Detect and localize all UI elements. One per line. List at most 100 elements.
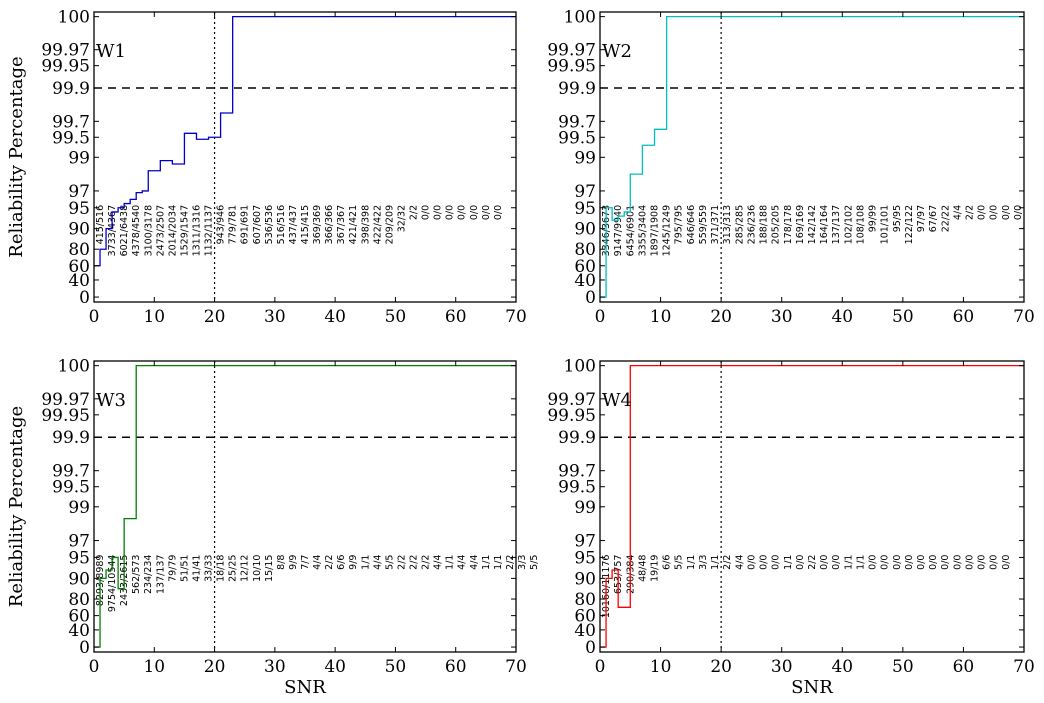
- count-label: 0/0: [977, 205, 988, 220]
- count-label: 285/285: [734, 205, 745, 244]
- count-label: 209/209: [384, 205, 395, 244]
- count-label: 142/142: [807, 205, 818, 244]
- panel-label: W4: [602, 390, 632, 411]
- count-label: 3355/3404: [637, 205, 648, 257]
- y-tick-label: 60: [68, 607, 90, 627]
- count-label: 0/0: [989, 555, 1000, 570]
- count-label: 691/691: [240, 205, 251, 244]
- count-label: 4/4: [457, 555, 468, 570]
- plot-frame: [599, 11, 1025, 303]
- count-label: 1/1: [445, 555, 456, 570]
- panel-label: W1: [96, 41, 126, 62]
- count-label: 2/2: [421, 555, 432, 570]
- x-tick-label: 10: [650, 657, 672, 677]
- count-label: 4/4: [734, 555, 745, 570]
- y-tick-label: 97: [574, 532, 596, 552]
- count-label: 369/369: [312, 205, 323, 244]
- count-label: 234/234: [143, 555, 154, 594]
- count-label: 0/0: [952, 555, 963, 570]
- x-tick-label: 50: [385, 307, 407, 327]
- count-label: 41/41: [191, 555, 202, 582]
- y-tick-label: 99: [68, 498, 90, 518]
- x-tick-label: 0: [595, 657, 606, 677]
- series-line: [600, 365, 1024, 648]
- y-tick-label: 100: [58, 8, 90, 28]
- y-tick-label: 40: [574, 621, 596, 641]
- count-label: 1/1: [686, 555, 697, 570]
- count-label: 3733/4367: [107, 205, 118, 257]
- count-label: 421/421: [348, 205, 359, 244]
- y-tick-label: 99: [574, 498, 596, 518]
- count-label: 205/205: [771, 205, 782, 244]
- y-tick-label: 95: [574, 199, 596, 219]
- count-label: 415/415: [300, 205, 311, 244]
- y-tick-label: 0: [585, 288, 596, 308]
- x-tick-label: 50: [385, 657, 407, 677]
- count-label: 0/0: [421, 205, 432, 220]
- x-tick-label: 40: [831, 307, 853, 327]
- count-label: 15/15: [264, 555, 275, 582]
- count-label: 1311/1316: [191, 205, 202, 257]
- count-label: 1245/1249: [662, 205, 673, 257]
- count-label: 137/137: [831, 205, 842, 244]
- count-label: 3100/3178: [143, 205, 154, 257]
- count-label: 313/313: [722, 205, 733, 244]
- y-tick-label: 99.9: [558, 428, 596, 448]
- count-label: 0/0: [1001, 555, 1012, 570]
- count-label: 0/0: [493, 205, 504, 220]
- count-label: 0/0: [771, 555, 782, 570]
- count-label: 25/25: [228, 555, 239, 582]
- count-label: 0/0: [457, 205, 468, 220]
- y-tick-label: 80: [574, 240, 596, 260]
- y-tick-label: 80: [68, 590, 90, 610]
- y-tick-label: 90: [574, 220, 596, 240]
- y-tick-label: 99.5: [52, 128, 90, 148]
- count-label: 367/367: [336, 205, 347, 244]
- y-tick-label: 100: [564, 8, 596, 28]
- count-label: 1897/1908: [650, 205, 661, 257]
- y-tick-label: 0: [585, 638, 596, 658]
- count-label: 2/2: [324, 555, 335, 570]
- y-tick-label: 97: [68, 532, 90, 552]
- x-tick-label: 40: [831, 657, 853, 677]
- x-tick-label: 30: [264, 307, 286, 327]
- panel-label: W3: [96, 390, 126, 411]
- y-tick-label: 99.97: [547, 390, 596, 410]
- count-label: 33/33: [204, 555, 215, 582]
- y-tick-label: 99.97: [547, 41, 596, 61]
- x-tick-label: 60: [953, 657, 975, 677]
- y-tick-label: 99.7: [558, 462, 596, 482]
- y-tick-label: 95: [68, 199, 90, 219]
- count-label: 0/0: [759, 555, 770, 570]
- count-label: 0/0: [940, 555, 951, 570]
- count-label: 0/0: [795, 555, 806, 570]
- count-label: 0/0: [880, 555, 891, 570]
- y-tick-label: 99.7: [52, 112, 90, 132]
- panel-w2: 3346/3673 9147/9940 6454/6901 3355/3404 1897…: [547, 8, 1034, 327]
- count-label: 562/573: [131, 555, 142, 594]
- x-tick-label: 60: [445, 307, 467, 327]
- count-label: 102/102: [843, 205, 854, 244]
- y-tick-label: 60: [574, 257, 596, 277]
- count-label: 3/3: [517, 555, 528, 570]
- y-tick-label: 100: [564, 357, 596, 377]
- count-label: 1/1: [481, 555, 492, 570]
- count-label: 101/101: [880, 205, 891, 244]
- y-tick-label: 99.5: [52, 478, 90, 498]
- count-label: 1/1: [855, 555, 866, 570]
- y-tick-label: 99.95: [547, 57, 596, 77]
- y-tick-label: 99.95: [547, 406, 596, 426]
- x-tick-label: 0: [595, 307, 606, 327]
- x-tick-label: 10: [650, 307, 672, 327]
- count-label: 108/108: [855, 205, 866, 244]
- x-tick-label: 60: [445, 657, 467, 677]
- y-tick-label: 0: [79, 288, 90, 308]
- count-label: 0/0: [1013, 205, 1024, 220]
- y-tick-label: 97: [574, 182, 596, 202]
- count-label: 4378/4540: [131, 205, 142, 257]
- count-label: 2/2: [396, 555, 407, 570]
- y-tick-label: 95: [574, 548, 596, 568]
- count-label: 3/3: [698, 555, 709, 570]
- count-label: 607/607: [252, 205, 263, 244]
- count-label: 4/4: [372, 555, 383, 570]
